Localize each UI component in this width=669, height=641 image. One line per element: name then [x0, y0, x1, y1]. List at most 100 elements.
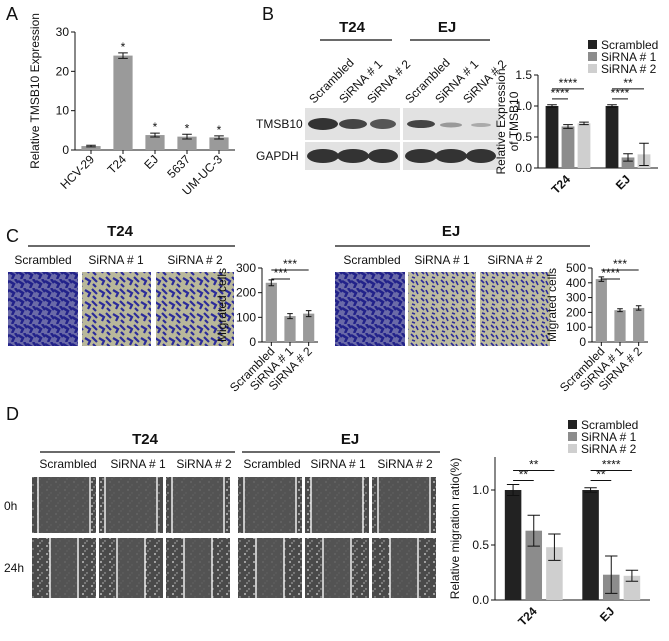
micrograph: [480, 272, 550, 346]
row-label: TMSB10: [256, 117, 303, 131]
error-bar: [584, 487, 597, 493]
lane-label: SiRNA # 1: [110, 457, 166, 471]
panel-label: A: [6, 4, 18, 24]
western-blot: T24 EJ Scrambled SiRNA # 1 SiRNA # 2 Scr…: [256, 19, 509, 170]
y-tick-label: 0: [249, 335, 256, 349]
lane-label: SiRNA # 2: [377, 457, 433, 471]
band: [471, 123, 491, 127]
error-bar: [527, 514, 540, 547]
y-axis-label: Relative Expressionof TMSB10: [494, 68, 521, 174]
time-label: 0h: [4, 499, 17, 513]
bar: [209, 137, 229, 150]
y-tick-label: 400: [566, 276, 586, 290]
y-tick-label: 300: [566, 291, 586, 305]
y-axis-label: Migrated cells: [215, 268, 229, 342]
group-label: T24: [107, 223, 134, 240]
significance-label: ***: [613, 257, 627, 271]
significance-label: ****: [602, 458, 621, 472]
y-axis-label: Relative migration ratio(%): [448, 458, 462, 599]
row-label: GAPDH: [256, 149, 299, 163]
bar: [81, 146, 101, 150]
legend-swatch: [588, 40, 597, 49]
error-bar: [563, 124, 573, 129]
lane-label: Scrambled: [39, 457, 96, 471]
error-bar: [548, 533, 561, 561]
group-label: EJ: [341, 431, 359, 448]
y-tick-label: 500: [566, 261, 586, 275]
bar: [582, 490, 599, 600]
error-bar: [214, 135, 224, 140]
legend-label: SiRNA # 2: [581, 442, 637, 456]
wound-gap: [117, 538, 145, 598]
transwell-images: T24 EJ Scrambled SiRNA # 1 SiRNA # 2 Scr…: [8, 223, 590, 346]
band: [440, 122, 462, 128]
y-tick-label: 100: [236, 310, 256, 324]
significance-label: **: [596, 468, 606, 482]
y-tick-label: 10: [56, 104, 70, 118]
micrograph: [335, 272, 405, 346]
x-tick-label: HCV-29: [58, 152, 98, 192]
bar: [284, 316, 296, 342]
wound-gap: [244, 477, 296, 533]
lane-label: SiRNA # 1: [414, 253, 470, 267]
panel-label: C: [6, 226, 19, 246]
x-tick-label: T24: [549, 172, 574, 197]
legend-swatch: [588, 52, 597, 61]
error-bar: [625, 569, 639, 582]
error-bar: [607, 104, 617, 108]
wound-gap: [323, 538, 351, 598]
x-tick-label: T24: [105, 152, 130, 177]
legend-label: SiRNA # 1: [601, 50, 657, 64]
group-label: T24: [132, 431, 159, 448]
panel-labels: A B C D: [6, 4, 274, 424]
error-bar: [268, 279, 275, 287]
bar: [561, 126, 575, 168]
error-bar: [598, 276, 605, 282]
panel-label: D: [6, 404, 19, 424]
y-tick-label: 1.5: [515, 68, 532, 82]
annotation: *: [217, 123, 222, 137]
wound-gap: [50, 538, 78, 598]
group-label: T24: [339, 19, 366, 36]
band: [405, 149, 437, 163]
bar: [621, 157, 635, 168]
wound-gap: [105, 477, 157, 533]
lane-label: Scrambled: [243, 457, 300, 471]
wound-gap: [390, 538, 418, 598]
error-bar: [639, 142, 649, 167]
y-tick-label: 1.0: [515, 99, 532, 113]
legend-label: SiRNA # 2: [601, 62, 657, 76]
y-tick-label: 1.0: [472, 483, 489, 497]
band: [307, 149, 339, 163]
x-tick-label: 5637: [164, 152, 193, 181]
error-bar: [118, 52, 128, 59]
significance-label: ****: [559, 76, 578, 90]
band: [368, 149, 398, 163]
x-tick-label: EJ: [141, 152, 161, 172]
annotation: *: [153, 120, 158, 134]
y-tick-label: 200: [566, 305, 586, 319]
y-tick-label: 300: [236, 261, 256, 275]
legend-swatch: [588, 64, 597, 73]
y-tick-label: 200: [236, 286, 256, 300]
error-bar: [86, 144, 96, 148]
micrograph: [156, 272, 234, 346]
legend-swatch: [568, 432, 577, 441]
band: [435, 149, 467, 163]
wound-gap: [311, 477, 363, 533]
bar: [177, 136, 197, 150]
bar: [614, 310, 626, 342]
y-tick-label: 100: [566, 320, 586, 334]
error-bar: [547, 104, 557, 108]
micrograph: [8, 272, 78, 346]
wound-grid: [32, 477, 436, 598]
wound-gap: [38, 477, 90, 533]
bar: [605, 106, 619, 168]
wound-gap: [378, 477, 430, 533]
legend-label: SiRNA # 1: [581, 430, 637, 444]
band: [407, 120, 435, 128]
bar: [525, 530, 543, 600]
error-bar: [579, 121, 589, 126]
x-tick-label: T24: [515, 604, 540, 629]
band: [308, 118, 338, 130]
